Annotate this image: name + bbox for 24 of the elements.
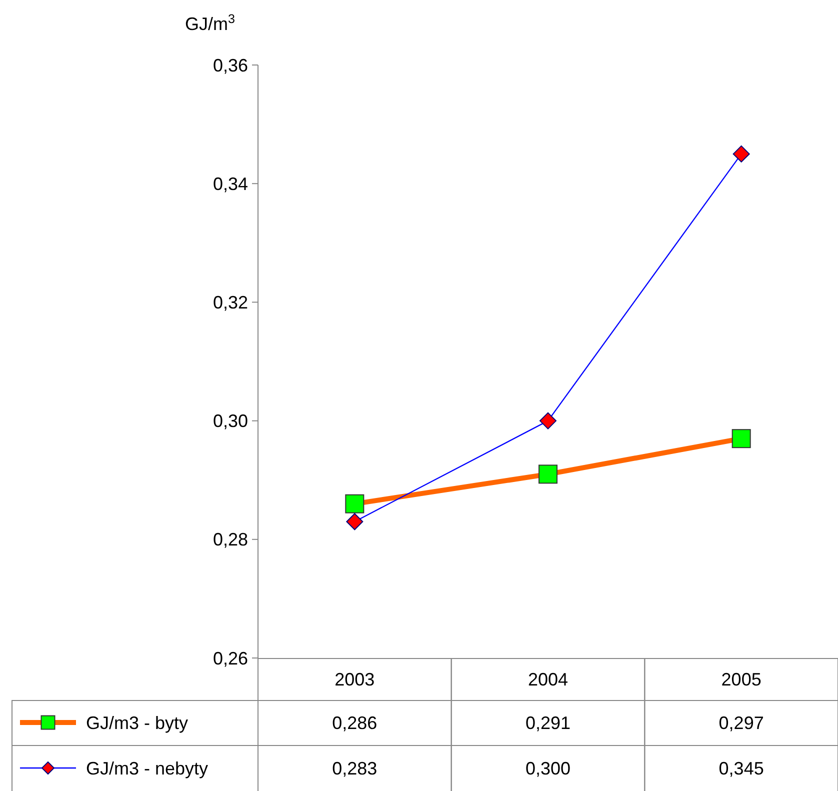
point [345, 494, 364, 514]
y-tick-label: 0,36 [212, 55, 248, 76]
point [346, 513, 364, 530]
data-label: 0,300 [525, 758, 571, 778]
x-tick-label: 2003 [334, 669, 375, 690]
point [732, 145, 750, 162]
point [732, 429, 751, 448]
legend-label: GJ/m3 - byty [86, 712, 188, 733]
y-tick-label: 0,30 [212, 411, 248, 432]
x-tick-label: 2005 [721, 669, 762, 690]
y-tick-label: 0,28 [212, 530, 248, 550]
legend-label: GJ/m3 - nebyty [86, 758, 208, 778]
x-tick-label: 2004 [528, 669, 568, 690]
data-label: 0,286 [332, 712, 378, 733]
data-label: 0,291 [525, 712, 571, 733]
data-label: 0,345 [718, 758, 764, 778]
y-tick-label: 0,26 [212, 648, 248, 668]
data-label: 0,283 [332, 758, 378, 778]
data-label: 0,297 [718, 712, 764, 733]
y-axis-title: GJ/m$^{3}$ [185, 12, 236, 34]
point [540, 412, 556, 430]
point [538, 464, 558, 484]
y-tick-label: 0,32 [212, 292, 248, 312]
y-tick-label: 0,34 [212, 174, 248, 194]
